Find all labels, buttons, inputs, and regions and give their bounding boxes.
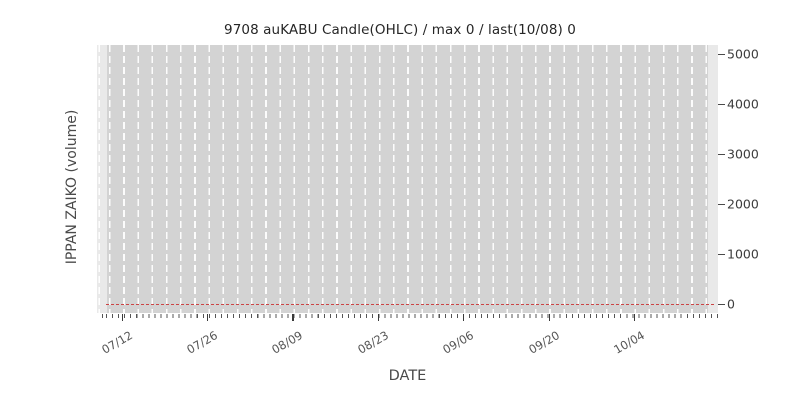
y-axis-tick: [718, 304, 725, 306]
x-axis-minor-ticks: [97, 314, 718, 318]
y-axis-tick: [718, 254, 725, 256]
x-axis-tick-label: 09/06: [440, 328, 477, 357]
x-axis-major-tick: [207, 314, 209, 321]
y-axis-tick: [718, 54, 725, 56]
y-axis-tick-label: 3000: [727, 146, 759, 162]
y-axis-tick-label: 0: [727, 296, 735, 312]
x-axis-major-tick: [463, 314, 465, 321]
x-axis-major-tick: [548, 314, 550, 321]
x-axis-major-tick: [377, 314, 379, 321]
x-axis-major-tick: [292, 314, 294, 321]
y-axis-tick-labels: 0 1000 2000 3000 4000 5000: [727, 45, 797, 313]
y-axis-tick: [718, 204, 725, 206]
y-axis-title: IPPAN ZAIKO (volume): [64, 109, 80, 265]
series-line-ippan-zaiko: [106, 304, 714, 305]
x-axis-tick-label: 10/04: [611, 328, 647, 357]
x-axis-tick-label: 08/09: [269, 328, 306, 357]
y-axis-tick: [718, 104, 725, 106]
y-axis-tick: [718, 154, 725, 156]
x-axis-tick-label: 08/23: [355, 328, 391, 357]
y-axis-ticks: [718, 45, 725, 313]
y-axis-tick-label: 1000: [727, 246, 759, 262]
y-axis-tick-label: 2000: [727, 196, 759, 212]
x-axis-major-tick: [121, 314, 123, 321]
x-axis-major-ticks: [97, 314, 718, 321]
plot-area[interactable]: [97, 45, 718, 313]
x-axis-tick-labels: 07/12 07/26 08/09 08/23 09/06 09/20 10/04: [97, 322, 718, 372]
x-axis-title: DATE: [388, 368, 427, 384]
x-axis-tick-label: 09/20: [525, 328, 562, 357]
x-axis-major-tick: [633, 314, 636, 321]
x-axis-tick-label: 07/26: [184, 328, 221, 357]
vertical-gridlines: [97, 45, 718, 313]
y-axis-tick-label: 4000: [727, 96, 759, 112]
y-axis-tick-label: 5000: [727, 46, 759, 62]
chart-title: 9708 auKABU Candle(OHLC) / max 0 / last(…: [224, 22, 576, 38]
x-axis-tick-label: 07/12: [98, 328, 135, 357]
